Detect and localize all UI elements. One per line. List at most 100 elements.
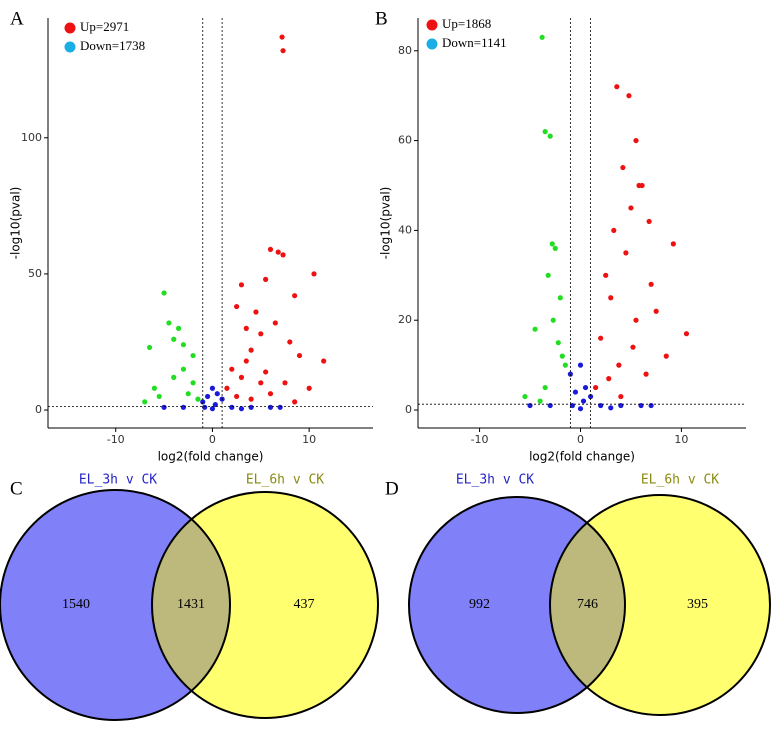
point — [267, 391, 274, 397]
venn-count: 1540 — [62, 597, 90, 612]
point — [611, 227, 617, 234]
x-tick-label: 10 — [674, 433, 688, 446]
point — [280, 48, 286, 54]
venn-outline — [549, 494, 771, 716]
point — [598, 402, 604, 409]
x-tick-label: 10 — [302, 433, 316, 446]
point — [243, 325, 249, 331]
legend-label: Down=1738 — [80, 38, 145, 53]
point — [229, 366, 235, 372]
point — [204, 393, 211, 400]
venn-set-label: EL_3h v CK — [456, 473, 534, 488]
point — [209, 406, 216, 412]
point — [202, 404, 208, 410]
point — [306, 385, 312, 391]
panel-label: B — [375, 8, 388, 29]
point — [267, 246, 274, 253]
point — [557, 295, 563, 301]
point — [572, 389, 579, 395]
point — [142, 399, 148, 405]
point — [280, 252, 286, 258]
point — [180, 366, 187, 372]
point — [238, 282, 245, 288]
venn-set-label: EL_3h v CK — [79, 473, 157, 488]
y-tick-label: 80 — [398, 44, 412, 57]
venn-count: 992 — [469, 597, 490, 612]
point — [663, 353, 669, 359]
point — [229, 404, 235, 410]
point — [670, 241, 676, 247]
x-tick-label: -10 — [107, 433, 125, 446]
point — [287, 339, 293, 345]
venn-count: 1431 — [177, 597, 205, 612]
point — [209, 385, 216, 391]
point — [653, 308, 659, 314]
point — [248, 404, 254, 410]
point — [646, 218, 652, 225]
point — [552, 245, 558, 251]
venn-outline — [151, 491, 379, 719]
point — [258, 331, 264, 337]
point — [539, 34, 545, 40]
legend-label: Down=1141 — [442, 35, 507, 50]
venn-set-label: EL_6h v CK — [246, 473, 324, 488]
point — [243, 358, 249, 364]
point — [296, 352, 303, 359]
point — [630, 344, 636, 350]
point — [562, 362, 568, 368]
panel-label: D — [385, 478, 399, 499]
point — [577, 362, 584, 368]
point — [603, 272, 609, 278]
y-tick-label: 50 — [28, 267, 42, 280]
point — [633, 317, 639, 323]
point — [263, 276, 269, 282]
y-tick-label: 60 — [398, 134, 412, 147]
legend-marker — [64, 22, 76, 34]
x-tick-label: 0 — [577, 433, 584, 446]
point — [161, 290, 167, 296]
point — [620, 164, 626, 171]
point — [321, 358, 327, 364]
venn-count: 746 — [577, 597, 598, 612]
point — [608, 295, 614, 301]
point — [580, 398, 587, 404]
panel-label: C — [10, 478, 23, 499]
venn-outline — [408, 496, 626, 714]
y-tick-label: 100 — [21, 131, 42, 144]
point — [311, 271, 317, 277]
point — [234, 393, 240, 400]
venn-overlap — [152, 492, 230, 718]
point — [614, 84, 620, 90]
point — [633, 137, 639, 144]
point — [587, 393, 594, 400]
point — [577, 406, 584, 412]
point — [253, 309, 259, 315]
point — [214, 391, 220, 397]
x-tick-label: -10 — [471, 433, 489, 446]
point — [166, 320, 172, 326]
point — [180, 404, 187, 410]
x-axis-label: log2(fold change) — [529, 450, 635, 464]
venn-count: 437 — [294, 597, 315, 612]
point — [628, 205, 634, 211]
y-tick-label: 40 — [398, 223, 412, 236]
y-axis-label: -log10(pval) — [379, 187, 393, 260]
point — [549, 241, 555, 247]
y-tick-label: 0 — [405, 403, 412, 416]
point — [151, 385, 157, 391]
point — [638, 402, 644, 409]
point — [292, 399, 298, 405]
point — [643, 371, 649, 377]
venn-overlap — [550, 497, 625, 713]
point — [542, 129, 548, 135]
point — [272, 320, 278, 326]
point — [234, 303, 240, 310]
point — [537, 398, 543, 404]
point — [555, 340, 561, 346]
point — [648, 281, 654, 287]
point — [606, 376, 612, 382]
point — [623, 250, 629, 256]
point — [598, 335, 604, 341]
point — [224, 385, 230, 391]
